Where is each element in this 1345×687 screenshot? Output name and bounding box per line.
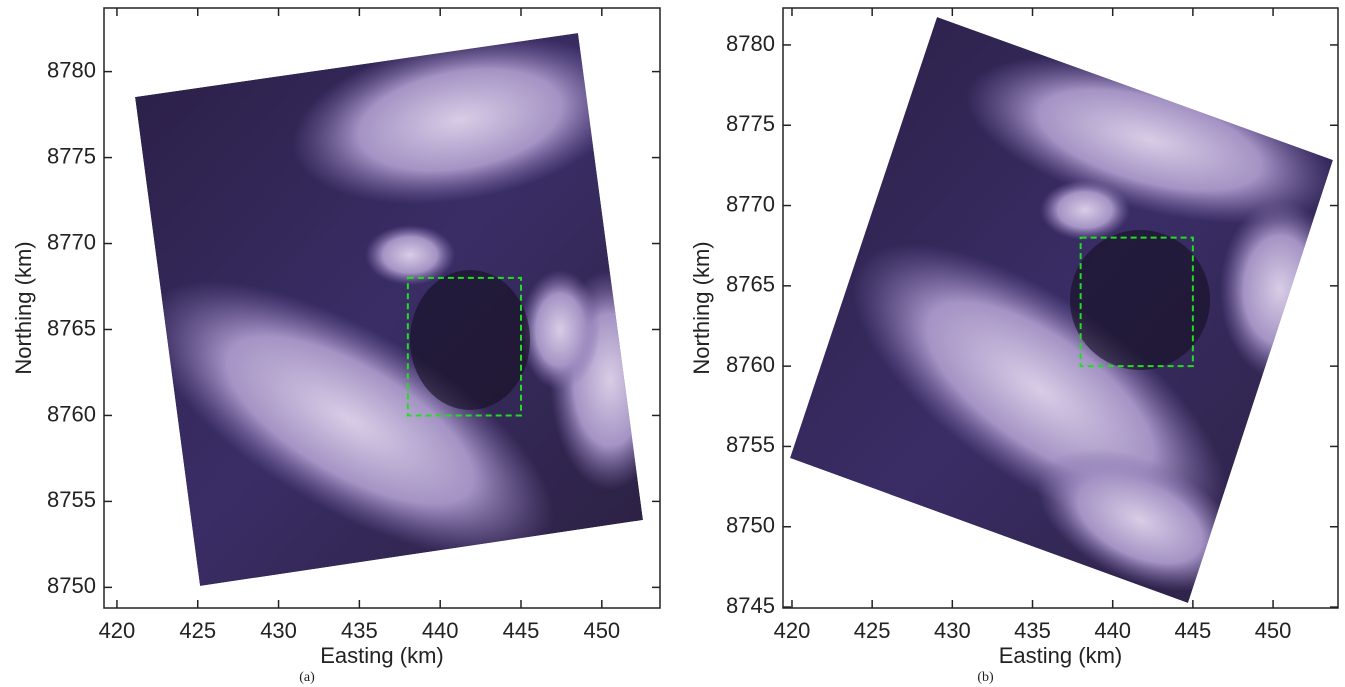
y-tick-label: 8770	[47, 229, 96, 254]
satellite-image	[106, 12, 670, 613]
x-tick-label: 440	[422, 618, 459, 643]
figure: 420 425 430 435 440 445 450 8750 8755 8760 8765 877…	[0, 0, 1345, 687]
x-tick-label: 435	[1014, 618, 1051, 643]
y-tick-label: 8745	[726, 593, 775, 618]
y-tick-label: 8780	[47, 57, 96, 82]
x-tick-label: 435	[341, 618, 378, 643]
x-tick-label: 420	[99, 618, 136, 643]
y-tick-label: 8765	[726, 272, 775, 297]
y-tick-label: 8755	[47, 487, 96, 512]
y-tick-label: 8750	[47, 573, 96, 598]
x-tick-label: 445	[1175, 618, 1212, 643]
caption: (a)	[299, 670, 315, 685]
y-axis-label: Northing (km)	[11, 241, 36, 374]
y-tick-label: 8760	[47, 401, 96, 426]
x-tick-label: 450	[1255, 618, 1292, 643]
x-tick-label: 425	[179, 618, 216, 643]
x-tick-label: 420	[774, 618, 811, 643]
y-tick-label: 8770	[726, 191, 775, 216]
y-tick-label: 8765	[47, 315, 96, 340]
y-axis-label: Northing (km)	[689, 241, 714, 374]
y-tick-label: 8780	[726, 31, 775, 56]
x-tick-label: 450	[583, 618, 620, 643]
satellite-image	[790, 17, 1345, 621]
y-tick-label: 8775	[726, 111, 775, 136]
x-tick-label: 430	[260, 618, 297, 643]
y-tick-label: 8775	[47, 143, 96, 168]
y-tick-label: 8755	[726, 432, 775, 457]
x-tick-label: 440	[1094, 618, 1131, 643]
x-tick-label: 445	[503, 618, 540, 643]
x-axis-label: Easting (km)	[320, 643, 443, 668]
x-tick-label: 425	[854, 618, 891, 643]
x-tick-label: 430	[934, 618, 971, 643]
y-tick-label: 8750	[726, 513, 775, 538]
caption: (b)	[977, 670, 994, 685]
x-axis-label: Easting (km)	[999, 643, 1122, 668]
y-tick-label: 8760	[726, 352, 775, 377]
